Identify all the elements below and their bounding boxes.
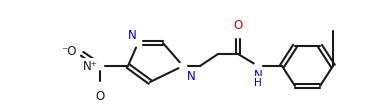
Text: H: H: [254, 77, 262, 87]
Text: O: O: [95, 89, 105, 102]
Text: O: O: [233, 19, 243, 32]
Text: N: N: [187, 69, 196, 82]
Text: ⁻O: ⁻O: [62, 45, 77, 58]
Text: N⁺: N⁺: [83, 60, 98, 73]
Text: N: N: [254, 68, 262, 81]
Text: N: N: [128, 29, 137, 42]
